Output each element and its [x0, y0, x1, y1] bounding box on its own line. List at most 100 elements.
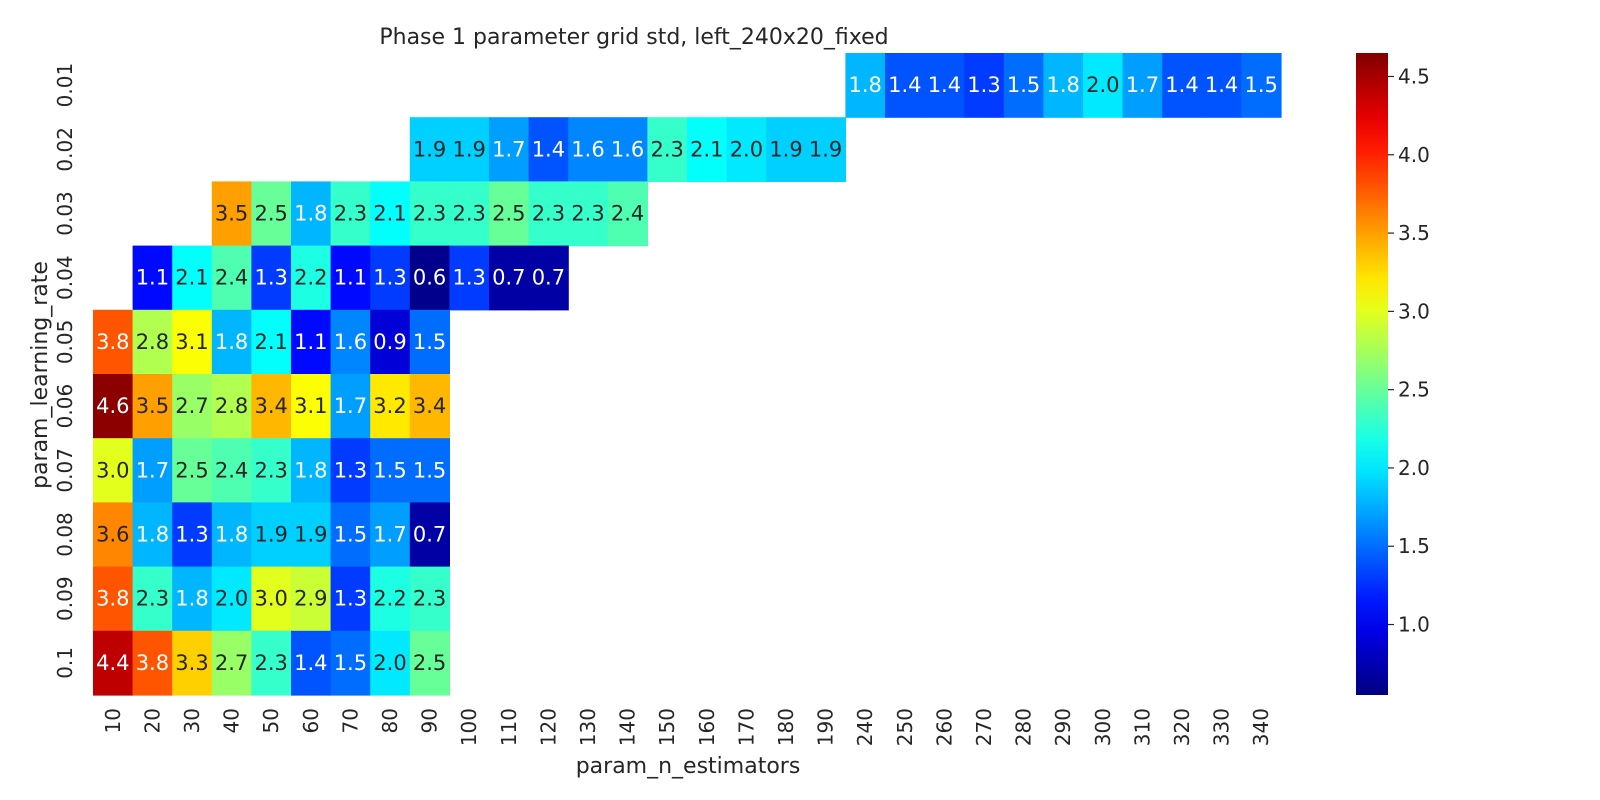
cell-value-label: 1.4 — [294, 651, 327, 675]
heatmap-cell — [211, 309, 252, 375]
heatmap-cell — [1162, 53, 1203, 118]
heatmap-cell — [568, 181, 609, 247]
cell-value-label: 3.5 — [136, 394, 169, 418]
x-tick-label: 110 — [497, 708, 521, 746]
colorbar: 1.0 1.5 2.0 2.5 3.0 3.5 4.0 4.5 — [1356, 53, 1430, 695]
heatmap-cell — [132, 438, 173, 503]
x-tick-label: 30 — [180, 708, 204, 733]
cell-value-label: 1.4 — [928, 73, 961, 97]
heatmap-cell — [370, 630, 411, 696]
cell-value-label: 1.1 — [294, 330, 327, 354]
cell-value-label: 1.5 — [334, 523, 367, 547]
y-tick-label: 0.03 — [53, 191, 77, 236]
cell-value-label: 3.4 — [413, 394, 446, 418]
cell-value-label: 1.8 — [215, 330, 248, 354]
x-tick-label: 180 — [774, 708, 798, 746]
cell-value-label: 2.0 — [730, 137, 763, 161]
heatmap-cell — [93, 438, 134, 503]
y-tick-label: 0.04 — [53, 255, 77, 300]
heatmap-cell — [449, 245, 490, 311]
x-tick-label: 160 — [695, 708, 719, 746]
cell-value-label: 2.2 — [373, 587, 406, 611]
cell-value-label: 2.4 — [215, 266, 248, 290]
heatmap-cells: 1.8 1.4 1.4 1.3 1.5 1.8 2.0 1.7 1.4 1.4 1.51.9 1.9 1… — [93, 53, 1282, 696]
y-tick-label: 0.02 — [53, 127, 77, 172]
cell-value-label: 3.1 — [294, 394, 327, 418]
heatmap-cell — [528, 245, 569, 311]
heatmap-cell — [409, 502, 450, 568]
x-tick-label: 260 — [932, 708, 956, 746]
cell-value-label: 2.0 — [1086, 73, 1119, 97]
x-tick-label: 250 — [893, 708, 917, 746]
heatmap-cell — [409, 117, 450, 182]
heatmap-cell — [409, 181, 450, 247]
x-tick-label: 320 — [1170, 708, 1194, 746]
cell-value-label: 2.2 — [294, 266, 327, 290]
heatmap-cell — [528, 181, 569, 247]
heatmap-cell — [93, 566, 134, 632]
heatmap-cell — [211, 245, 252, 311]
cell-value-label: 1.8 — [175, 587, 208, 611]
y-tick-label: 0.09 — [53, 576, 77, 621]
x-tick-label: 60 — [299, 708, 323, 733]
x-axis-label: param_n_estimators — [576, 754, 801, 779]
cell-value-label: 1.9 — [452, 137, 485, 161]
heatmap-cell — [211, 630, 252, 696]
cell-value-label: 2.5 — [175, 458, 208, 482]
x-tick-label: 290 — [1051, 708, 1075, 746]
cell-value-label: 1.4 — [888, 73, 921, 97]
heatmap-cell — [805, 117, 846, 182]
colorbar-tick-label: 1.0 — [1398, 613, 1430, 637]
cell-value-label: 2.9 — [294, 587, 327, 611]
cell-value-label: 1.9 — [769, 137, 802, 161]
cell-value-label: 1.4 — [1165, 73, 1198, 97]
cell-value-label: 2.0 — [373, 651, 406, 675]
heatmap-cell — [449, 117, 490, 182]
cell-value-label: 1.4 — [532, 137, 565, 161]
x-tick-label: 150 — [655, 708, 679, 746]
heatmap-cell — [132, 502, 173, 568]
heatmap-cell — [93, 374, 134, 439]
x-tick-label: 240 — [853, 708, 877, 746]
heatmap-cell — [1201, 53, 1242, 118]
x-tick-label: 70 — [338, 708, 362, 733]
cell-value-label: 0.9 — [373, 330, 406, 354]
x-tick-label: 10 — [101, 708, 125, 733]
heatmap-cell — [251, 566, 292, 632]
heatmap-cell — [172, 245, 213, 311]
x-tick-label: 120 — [536, 708, 560, 746]
heatmap-cell — [211, 502, 252, 568]
heatmap-cell — [885, 53, 926, 118]
heatmap-cell — [251, 630, 292, 696]
heatmap-cell — [568, 117, 609, 182]
cell-value-label: 2.4 — [215, 458, 248, 482]
heatmap-cell — [172, 566, 213, 632]
x-tick-label: 130 — [576, 708, 600, 746]
cell-value-label: 3.4 — [254, 394, 287, 418]
x-tick-label: 340 — [1249, 708, 1273, 746]
cell-value-label: 2.1 — [175, 266, 208, 290]
x-tick-label: 80 — [378, 708, 402, 733]
heatmap-cell — [330, 245, 371, 311]
heatmap-cell — [330, 309, 371, 375]
heatmap-cell — [409, 374, 450, 439]
cell-value-label: 2.3 — [452, 202, 485, 226]
cell-value-label: 2.5 — [413, 651, 446, 675]
cell-value-label: 3.0 — [254, 587, 287, 611]
cell-value-label: 2.4 — [611, 202, 644, 226]
heatmap-cell — [211, 181, 252, 247]
x-tick-label: 190 — [814, 708, 838, 746]
cell-value-label: 1.8 — [215, 523, 248, 547]
y-tick-label: 0.08 — [53, 512, 77, 557]
heatmap-cell — [251, 309, 292, 375]
y-tick-label: 0.1 — [53, 647, 77, 679]
heatmap-cell — [489, 117, 530, 182]
cell-value-label: 1.9 — [413, 137, 446, 161]
heatmap-cell — [172, 630, 213, 696]
heatmap-cell — [172, 438, 213, 503]
cell-value-label: 1.6 — [571, 137, 604, 161]
heatmap-cell — [211, 374, 252, 439]
cell-value-label: 4.6 — [96, 394, 129, 418]
cell-value-label: 1.3 — [175, 523, 208, 547]
